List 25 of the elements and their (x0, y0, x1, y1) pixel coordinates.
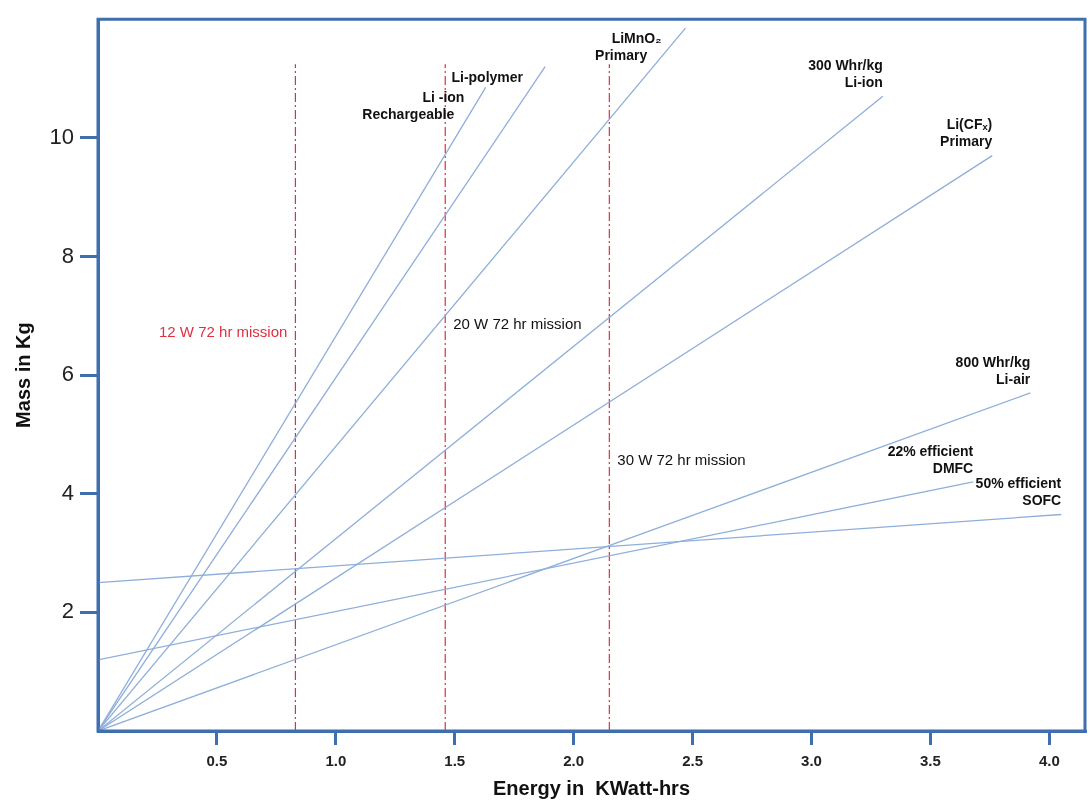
series-label: Li(CFₓ) Primary (940, 116, 993, 150)
x-tick-label: 3.5 (919, 752, 941, 770)
y-axis-title: Mass in Kg (11, 322, 34, 428)
x-tick-label: 3.0 (801, 752, 822, 770)
y-tick-label: 10 (49, 123, 74, 149)
x-tick-label: 2.5 (682, 752, 704, 770)
series-label: 50% efficient SOFC (975, 475, 1062, 509)
x-tick-label: 4.0 (1038, 752, 1060, 770)
x-axis-title: Energy in KWatt-hrs (492, 776, 691, 799)
series-label: 300 Whr/kg Li-ion (808, 57, 883, 91)
ref-line-label: 20 W 72 hr mission (453, 315, 582, 333)
y-tick-label: 4 (61, 479, 74, 505)
series-label: Li-polymer (451, 68, 524, 85)
ref-line-label: 12 W 72 hr mission (159, 322, 288, 340)
x-tick-label: 1.0 (325, 752, 347, 770)
x-tick-label: 2.0 (563, 752, 585, 770)
x-tick-label: 1.5 (444, 752, 466, 770)
y-tick-label: 6 (61, 361, 74, 387)
y-tick-label: 2 (61, 598, 74, 624)
x-tick-label: 0.5 (206, 752, 228, 770)
series-label: 22% efficient DMFC (887, 442, 974, 476)
y-tick-label: 8 (61, 242, 74, 268)
series-label: 800 Whr/kg Li-air (955, 353, 1031, 387)
ref-line-label: 30 W 72 hr mission (617, 450, 746, 468)
series-label: LiMnO₂ Primary (595, 29, 662, 63)
